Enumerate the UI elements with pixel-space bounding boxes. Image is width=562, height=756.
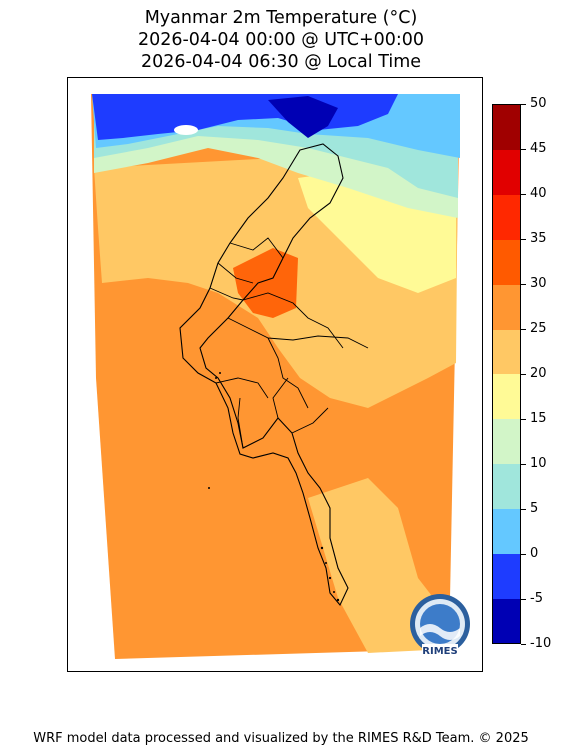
- colorbar-tick-label: 0: [530, 546, 539, 561]
- colorbar-tick: [521, 374, 526, 375]
- colorbar-segment: [493, 329, 520, 375]
- myanmar-border: [179, 143, 349, 607]
- colorbar-segment: [493, 105, 520, 151]
- map-title-line2: 2026-04-04 00:00 @ UTC+00:00: [137, 30, 425, 50]
- colorbar-tick-label: -5: [530, 591, 543, 606]
- colorbar-tick-label: 35: [530, 231, 547, 246]
- colorbar-tick: [521, 554, 526, 555]
- temperature-map: RIMES: [91, 94, 470, 659]
- colorbar-tick-label: 30: [530, 276, 547, 291]
- colorbar-tick-label: 5: [530, 501, 539, 516]
- colorbar-tick: [521, 419, 526, 420]
- temperature-field-minus10-minus5: [268, 96, 338, 138]
- temperature-field-30-35: [233, 248, 298, 318]
- colorbar-segment: [493, 239, 520, 285]
- colorbar-segment: [493, 284, 520, 330]
- colorbar-segment: [493, 418, 520, 465]
- colorbar-tick: [521, 149, 526, 150]
- colorbar-segment: [493, 553, 520, 599]
- rimes-logo: RIMES: [410, 594, 470, 657]
- colorbar-tick-label: 45: [530, 141, 547, 156]
- colorbar-segment: [493, 463, 520, 509]
- colorbar-tick: [521, 194, 526, 195]
- temperature-colorbar: [492, 104, 521, 644]
- state-boundaries: [209, 237, 369, 449]
- map-title-line3: 2026-04-04 06:30 @ Local Time: [140, 52, 422, 72]
- colorbar-tick-label: 40: [530, 186, 547, 201]
- colorbar-tick: [521, 509, 526, 510]
- temperature-field-coastal-20-25: [308, 478, 449, 653]
- footer-credit: WRF model data processed and visualized …: [33, 731, 529, 746]
- snow-patch: [174, 125, 198, 135]
- colorbar-tick-label: 20: [530, 366, 547, 381]
- colorbar-tick: [521, 239, 526, 240]
- colorbar-tick-label: 50: [530, 96, 547, 111]
- colorbar-segment: [493, 508, 520, 554]
- rimes-logo-text: RIMES: [422, 646, 457, 657]
- colorbar-tick-label: 15: [530, 411, 547, 426]
- colorbar-tick: [521, 329, 526, 330]
- coastal-islands: [208, 372, 340, 602]
- map-frame: RIMES: [67, 77, 483, 672]
- map-title-line1: Myanmar 2m Temperature (°C): [144, 8, 418, 28]
- colorbar-tick: [521, 464, 526, 465]
- colorbar-tick: [521, 284, 526, 285]
- colorbar-tick-label: -10: [530, 636, 552, 651]
- colorbar-segment: [493, 194, 520, 240]
- colorbar-segment: [493, 149, 520, 196]
- colorbar-segment: [493, 598, 520, 644]
- colorbar-tick: [521, 644, 526, 645]
- colorbar-tick-label: 25: [530, 321, 547, 336]
- colorbar-tick-label: 10: [530, 456, 547, 471]
- colorbar-tick: [521, 599, 526, 600]
- colorbar-tick: [521, 104, 526, 105]
- colorbar-segment: [493, 374, 520, 420]
